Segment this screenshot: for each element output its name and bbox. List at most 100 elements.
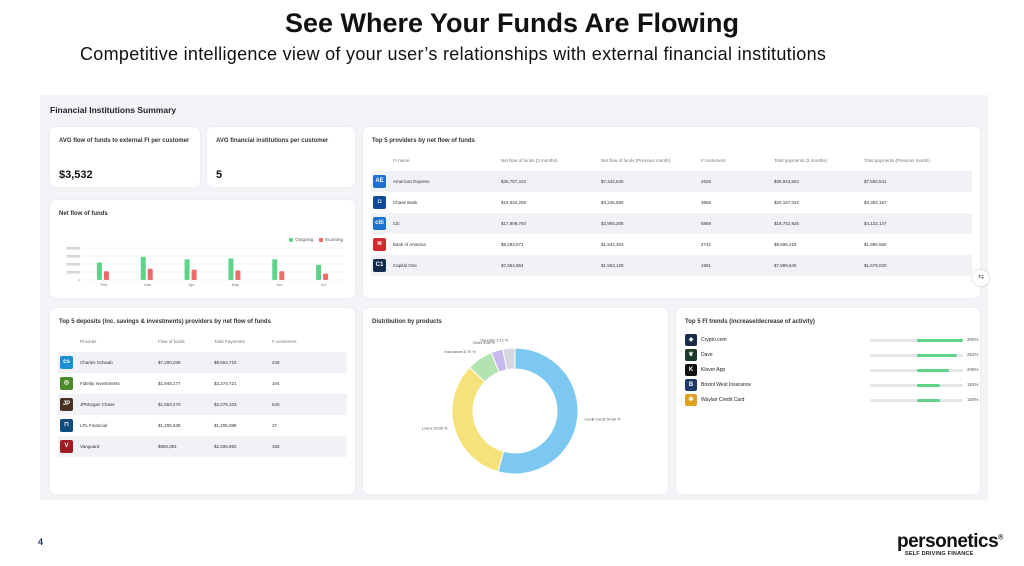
distribution-title: Distribution by products (372, 319, 442, 325)
row-logo-cell: C1 (371, 255, 391, 276)
bar-incoming-feb[interactable] (103, 271, 109, 280)
kpi-label: AVG financial institutions per customer (216, 138, 329, 144)
cell-c3: 3665 (701, 200, 712, 205)
cell-c3: 104 (272, 381, 280, 386)
cell-c5: $4,363,157 (864, 200, 887, 205)
top5-deposits-card: Top 5 deposits (inc. savings & investmen… (50, 308, 355, 494)
cell-c1: $19,834,259 (501, 200, 527, 205)
header-net-flow-prev: Net flow of funds (Previous month) (601, 158, 671, 164)
chart-legend: Outgoing Incoming (285, 237, 343, 242)
legend-outgoing-swatch (289, 237, 294, 242)
cell-c1: $960,091 (156, 436, 212, 457)
row-logo-cell: AE (371, 171, 391, 192)
kpi-avg-fi-card: AVG financial institutions per customer … (207, 127, 355, 187)
deposits-header-row: Provider Flow of funds Total Payments # … (58, 332, 347, 352)
kpi-value: $3,532 (59, 169, 93, 181)
trend-row[interactable]: ❦ Dave 262% (685, 349, 979, 363)
bar-incoming-may[interactable] (235, 270, 241, 280)
bar-incoming-jun[interactable] (279, 271, 285, 280)
fi-trends-card: Top 5 FI trends (increase/decrease of ac… (676, 308, 980, 494)
brand-name: personetics (897, 531, 999, 552)
cell-c4: $36,944,652 (772, 171, 862, 192)
header-total-payments: Total Payments (214, 339, 245, 345)
table-row[interactable]: ≋ Bank of America $8,283,671 $1,942,303 2742… (371, 234, 972, 255)
table-row[interactable]: cs Charles Schwab $7,290,039 $9,664,715 249 (58, 352, 347, 373)
table-row[interactable]: AE American Express $35,757,222 $7,442,545 2… (371, 171, 972, 192)
row-logo-cell: cs (58, 352, 78, 373)
cell-c3: 37 (272, 423, 278, 428)
x-tick-label: May (232, 282, 240, 287)
bar-outgoing-apr[interactable] (184, 259, 190, 280)
bar-incoming-apr[interactable] (191, 269, 197, 280)
donut-slice-label: Credit Cards 54.80 % (584, 418, 621, 422)
trend-row[interactable]: B Bristol West Insurance 153% (685, 379, 979, 393)
donut-slice[interactable] (502, 347, 516, 371)
trend-value: 300% (967, 337, 979, 342)
donut-slice[interactable] (451, 366, 505, 473)
schwab-logo: cs (60, 356, 73, 369)
y-tick-label: 3000000 (66, 255, 80, 259)
donut-slice[interactable] (497, 347, 579, 475)
deposits-table-wrap: Provider Flow of funds Total Payments # … (58, 332, 347, 457)
cell-c2: $2,206,892 (212, 436, 270, 457)
deposits-table-body: cs Charles Schwab $7,290,039 $9,664,715 249 ◎… (58, 352, 347, 457)
cell-name: LPL Financial (80, 423, 108, 428)
bar-outgoing-jul[interactable] (316, 264, 322, 280)
trend-row[interactable]: ◈ Crypto.com 300% (685, 334, 979, 348)
bar-incoming-jul[interactable] (323, 273, 329, 280)
fi-trends-title: Top 5 FI trends (increase/decrease of ac… (685, 319, 815, 325)
cell-name: American Express (391, 171, 499, 192)
trend-bar-fill (917, 369, 950, 372)
bar-incoming-mar[interactable] (147, 268, 153, 280)
cell-name: Charles Schwab (78, 352, 156, 373)
dave-logo: ❦ (685, 349, 697, 361)
trend-bar-track (870, 354, 963, 357)
bar-outgoing-jun[interactable] (272, 259, 278, 280)
brand-tagline: SELF DRIVING FINANCE (905, 551, 974, 557)
cell-c4: $18,752,925 (772, 213, 862, 234)
trend-name: Crypto.com (701, 337, 727, 343)
bar-outgoing-feb[interactable] (96, 262, 102, 280)
row-logo-cell: ≋ (371, 234, 391, 255)
distribution-donut-chart: Credit Cards 54.80 % Loans 33.08 % Insuran… (422, 338, 621, 475)
page-number: 4 (38, 537, 44, 547)
donut-slice-label: Loans 33.08 % (422, 426, 448, 430)
cell-c3: 165 (270, 436, 347, 457)
cell-c1: $7,654,864 (499, 255, 599, 276)
trend-value: 262% (967, 352, 979, 357)
top5-deposits-title: Top 5 deposits (inc. savings & investmen… (59, 319, 271, 325)
table-row[interactable]: C1 Capital One $7,654,864 $1,563,128 1991 $7,… (371, 255, 972, 276)
capital-one-logo: C1 (373, 259, 386, 272)
y-tick-label: 1000000 (66, 271, 80, 275)
trend-row[interactable]: ✱ Waylair Credit Card 150% (685, 394, 979, 408)
side-panel-icon[interactable]: ⇆ (973, 270, 989, 286)
header-total-3m: Total payments (3 months) (774, 158, 828, 164)
trend-bar-track (870, 369, 963, 372)
table-row[interactable]: ◘ Chase Bank $19,834,259 $4,245,559 3665 $20,… (371, 192, 972, 213)
x-tick-label: Mar (144, 282, 152, 287)
kpi-value: 5 (216, 169, 223, 181)
cell-c1: $1,593,470 (156, 394, 212, 415)
table-row[interactable]: citi Citi $17,908,760 $3,965,308 5859 $18,752… (371, 213, 972, 234)
net-flow-card: Net flow of funds Outgoing Incoming 4000… (50, 200, 355, 298)
distribution-card: Distribution by products Credit Cards 54… (363, 308, 668, 494)
cell-name: Capital One (391, 255, 499, 276)
table-row[interactable]: ◎ Fidelity Investments $1,945,177 $3,274,72… (58, 373, 347, 394)
cell-c5: $4,122,147 (862, 213, 972, 234)
y-tick-label: 0 (78, 279, 80, 283)
trend-row[interactable]: K Klover App 209% (685, 364, 979, 378)
bar-outgoing-mar[interactable] (140, 256, 146, 280)
row-logo-cell: ⊓ (58, 415, 78, 436)
table-row[interactable]: ⊓ LPL Financial $1,205,538 $1,206,088 37 (58, 415, 347, 436)
bar-outgoing-may[interactable] (228, 258, 234, 280)
trend-value: 153% (967, 382, 979, 387)
trend-name: Bristol West Insurance (701, 382, 751, 388)
dashboard-screenshot: Financial Institutions Summary AVG flow … (40, 95, 988, 500)
dashboard-title: Financial Institutions Summary (50, 105, 177, 115)
brand-registered-mark: ® (998, 534, 1003, 542)
table-row[interactable]: JP JPMorgan Chase $1,593,470 $2,279,103 540 (58, 394, 347, 415)
trend-value: 209% (967, 367, 979, 372)
trend-bar-fill (917, 384, 941, 387)
x-tick-label: Jul (321, 282, 326, 287)
table-row[interactable]: V Vanguard $960,091 $2,206,892 165 (58, 436, 347, 457)
